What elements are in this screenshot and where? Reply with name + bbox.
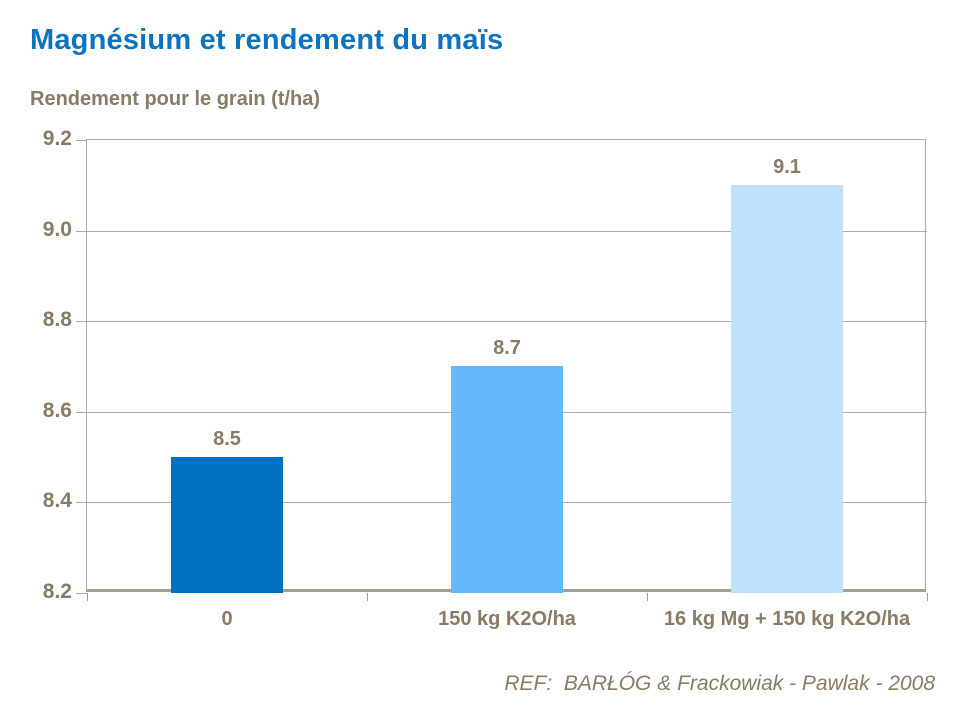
x-tick [367, 593, 368, 601]
bar [731, 185, 843, 593]
bar-value-label: 9.1 [773, 156, 801, 178]
y-tick-label: 8.2 [42, 580, 72, 603]
bar-value-label: 8.7 [493, 337, 521, 359]
x-tick [647, 593, 648, 601]
y-tick [76, 321, 87, 322]
y-tick [76, 412, 87, 413]
y-axis-title: Rendement pour le grain (t/ha) [30, 88, 321, 110]
x-tick [927, 593, 928, 601]
page-title: Magnésium et rendement du maïs [30, 24, 504, 56]
x-tick-label: 150 kg K2O/ha [438, 608, 576, 630]
y-tick [76, 502, 87, 503]
bar [451, 366, 563, 593]
x-tick-label: 16 kg Mg + 150 kg K2O/ha [663, 608, 911, 630]
y-tick-label: 9.2 [42, 127, 72, 150]
grid-line [87, 231, 927, 232]
y-tick [76, 593, 87, 594]
bar [171, 457, 283, 593]
grid-line [87, 321, 927, 322]
bar-value-label: 8.5 [213, 428, 241, 450]
x-tick-label: 0 [221, 608, 233, 630]
y-tick [76, 231, 87, 232]
y-tick [76, 140, 87, 141]
y-tick-label: 9.0 [42, 218, 72, 241]
y-tick-label: 8.8 [42, 308, 72, 331]
y-tick-label: 8.6 [42, 399, 72, 422]
x-tick [87, 593, 88, 601]
y-tick-label: 8.4 [42, 489, 72, 512]
reference-text: REF: BARŁÓG & Frackowiak - Pawlak - 2008 [504, 672, 935, 695]
